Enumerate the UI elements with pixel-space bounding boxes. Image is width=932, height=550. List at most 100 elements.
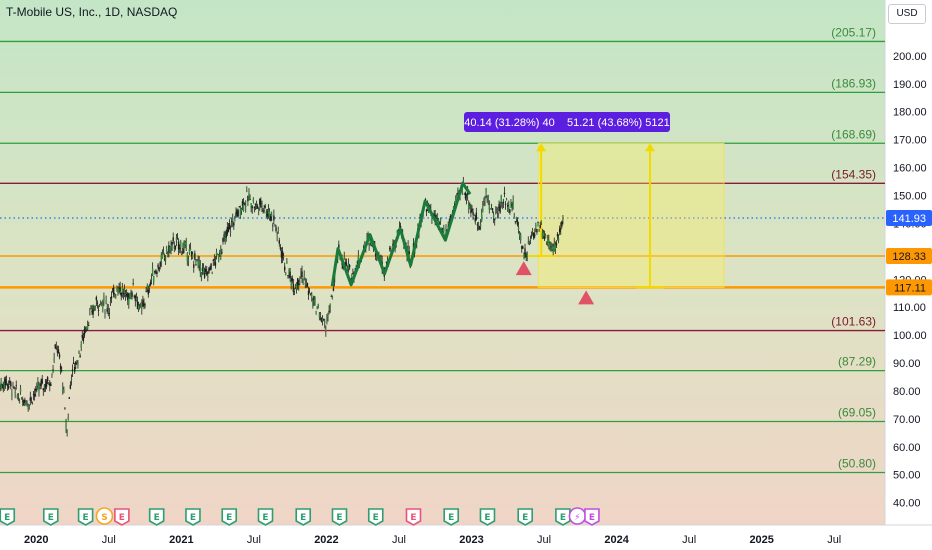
candle-body [307,290,310,296]
earnings-badge[interactable] [367,508,384,526]
candle-body [548,239,550,246]
candle-body [96,302,99,304]
projection-box [537,142,725,288]
candle-body [470,209,472,214]
candle-body [120,292,122,297]
candle-body [259,198,261,205]
currency-button[interactable]: USD [888,4,926,24]
candle-body [45,381,48,387]
earnings-badge[interactable] [221,508,238,526]
candle-body [249,199,251,200]
event-badge-letter: E [119,513,125,523]
earnings-badge[interactable] [77,508,94,526]
candle-body [303,275,305,278]
candle-body [149,282,152,286]
candle-body [36,386,38,388]
candle-body [495,211,497,213]
candle-body [50,384,52,386]
earnings-badge[interactable] [555,508,571,526]
candle-body [526,253,528,257]
candle-body [168,245,170,253]
candle-body [138,306,141,308]
candle-body [521,246,523,249]
candle-body [503,192,506,195]
measure-arrow-head [536,143,547,152]
candle-body [481,214,483,221]
candle-body [469,205,471,209]
x-tick-label: 2023 [459,534,483,546]
earnings-badge[interactable] [42,508,59,526]
candle-body [187,260,190,262]
candle-body [67,416,69,420]
earnings-badge[interactable] [185,508,201,526]
candle-body [37,380,39,385]
candle-body [479,224,482,227]
candle-body [122,293,125,295]
candle-body [95,297,98,301]
candle-body [251,206,253,209]
candle-body [265,212,268,214]
candle-body [527,241,529,243]
candle-body [167,254,169,257]
earnings-badge[interactable] [295,508,312,526]
candle-body [385,261,388,263]
earnings-badge[interactable] [148,508,165,526]
earnings-badge[interactable] [114,508,130,526]
candle-body [201,267,204,272]
earnings-badge[interactable] [257,508,274,526]
candle-body [278,240,280,244]
earnings-badge[interactable] [517,508,533,526]
candle-body [185,241,187,246]
candle-body [230,220,233,222]
candle-body [107,309,109,311]
candle-body [262,210,264,212]
earnings-badge[interactable] [584,508,600,526]
candle-body [390,250,392,252]
candle-body [155,271,157,273]
earnings-badge[interactable] [479,508,496,526]
earnings-badge[interactable] [405,508,422,526]
candle-body [287,275,289,277]
candle-body [94,306,96,311]
candle-body [246,190,248,192]
candle-body [516,220,519,225]
candle-body [301,271,303,278]
triangle-marker [515,261,532,276]
candle-body [222,238,224,242]
candle-body [52,369,54,371]
candle-body [514,221,516,223]
candle-body [35,388,37,391]
candle-body [212,260,214,261]
candle-body [135,298,138,301]
candle-body [314,297,316,303]
candle-body [326,319,328,321]
candle-body [127,293,129,301]
event-badge-letter: E [48,513,54,523]
candle-body [328,310,330,313]
candle-body [141,303,143,309]
dividend-badge[interactable] [95,507,114,525]
earnings-badge[interactable] [331,508,348,526]
last-price-badge: 141.93 [892,213,926,225]
candle-body [224,233,226,240]
candle-body [551,246,553,250]
candle-body [255,202,258,204]
candle-body [211,271,213,273]
candle-body [545,241,548,243]
earnings-badge[interactable] [0,508,16,526]
candle-body [84,327,87,329]
earnings-badge[interactable] [443,508,460,526]
measure-arrow-head [644,143,655,152]
candle-body [242,204,245,211]
candle-body [554,244,557,249]
candle-body [65,423,67,430]
candle-body [16,395,19,399]
candle-body [252,199,255,202]
x-tick-label: Jul [537,534,551,546]
candle-body [250,203,252,209]
candle-body [443,227,445,232]
event-badge-letter: E [373,513,379,523]
candle-body [175,237,178,241]
candle-body [147,289,150,295]
